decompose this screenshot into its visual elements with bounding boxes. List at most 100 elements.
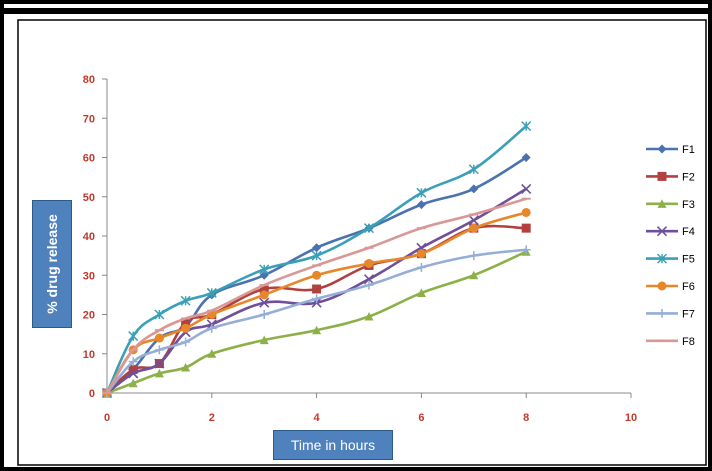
data-point (416, 187, 427, 198)
data-point (128, 368, 139, 379)
legend-entry-f7: F7 (646, 308, 695, 320)
data-point (416, 200, 426, 210)
series-f5 (101, 121, 532, 399)
data-point (259, 284, 269, 294)
y-tick-label: 40 (83, 231, 95, 243)
inner-border (17, 19, 707, 466)
legend-marker (657, 144, 667, 154)
legend-entry-f8: F8 (646, 336, 695, 348)
y-tick-label: 0 (89, 388, 95, 400)
data-point (259, 335, 269, 345)
data-point (154, 345, 164, 355)
data-point (469, 223, 479, 233)
data-point (469, 270, 479, 280)
y-tick-label: 50 (83, 192, 95, 204)
x-tick-label: 8 (523, 412, 529, 424)
legend-marker (657, 199, 667, 208)
legend-label: F1 (682, 144, 695, 156)
data-point (312, 325, 322, 335)
x-axis-label: Time in hours (273, 430, 393, 460)
x-tick-label: 2 (209, 412, 215, 424)
data-point (312, 284, 322, 294)
data-point (181, 362, 191, 372)
data-point (364, 258, 374, 268)
x-tick-label: 0 (104, 412, 110, 424)
data-point (154, 358, 165, 369)
data-point (521, 183, 532, 194)
data-point (469, 251, 479, 261)
y-tick-label: 80 (83, 74, 95, 86)
legend-entry-f3: F3 (646, 199, 695, 211)
data-point (180, 295, 191, 306)
data-point (207, 349, 217, 358)
data-point (416, 262, 426, 272)
data-point (363, 223, 375, 234)
data-point (312, 294, 322, 304)
legend-label: F6 (682, 281, 695, 293)
plot-area: 0 10 20 30 40 50 60 70 80 0 2 4 6 8 10 (83, 74, 637, 424)
data-point (312, 243, 322, 253)
data-point (363, 274, 375, 285)
x-tick-label: 4 (314, 412, 321, 424)
data-point (312, 270, 322, 280)
legend-marker (657, 308, 667, 318)
top-border-bar (0, 8, 712, 14)
legend-entry-f5: F5 (646, 253, 695, 266)
data-point (416, 288, 426, 297)
legend-marker (657, 171, 667, 181)
data-point (154, 333, 164, 343)
legend: F1 F2 F3 F4 F5 F6 F7 F8 (646, 144, 695, 348)
data-point (416, 249, 426, 259)
data-point (207, 323, 217, 333)
series-f3 (102, 247, 531, 398)
y-tick-label: 60 (83, 153, 95, 165)
data-point (521, 223, 531, 233)
legend-label: F2 (682, 171, 695, 183)
y-tick-label: 10 (83, 349, 95, 361)
data-point (128, 378, 138, 388)
data-point (259, 270, 269, 280)
data-point (154, 309, 165, 320)
data-point (154, 368, 164, 378)
y-tick-label: 70 (83, 113, 95, 125)
legend-entry-f4: F4 (646, 226, 695, 238)
data-point (469, 184, 479, 194)
legend-marker (656, 253, 668, 264)
x-tick-label: 6 (418, 412, 424, 424)
data-point (521, 153, 531, 162)
data-point (364, 280, 374, 290)
legend-label: F3 (682, 199, 695, 211)
data-point (521, 245, 531, 255)
legend-entry-f2: F2 (646, 171, 695, 183)
legend-entry-f1: F1 (646, 144, 695, 156)
data-point (521, 207, 531, 217)
legend-entry-f6: F6 (646, 281, 695, 293)
data-point (181, 337, 191, 347)
legend-label: F4 (682, 226, 695, 238)
legend-marker (656, 226, 668, 237)
series-f7 (102, 245, 531, 398)
data-point (468, 215, 479, 226)
data-point (364, 311, 374, 321)
series-f8 (102, 197, 531, 394)
y-tick-label: 20 (83, 310, 95, 322)
data-point (468, 164, 479, 175)
data-point (128, 364, 138, 374)
legend-label: F7 (682, 308, 695, 320)
legend-marker (657, 281, 667, 291)
data-point (521, 121, 532, 132)
x-axis-label-text: Time in hours (290, 437, 376, 453)
data-point (206, 287, 217, 298)
data-point (128, 357, 138, 367)
y-axis-label-text: % drug release (44, 214, 61, 314)
data-point (259, 290, 269, 300)
data-point (259, 297, 270, 308)
x-tick-label: 10 (625, 412, 637, 424)
data-point (128, 331, 139, 342)
legend-label: F5 (682, 254, 695, 266)
data-point (181, 323, 191, 333)
data-point (181, 317, 191, 327)
data-point (259, 264, 270, 275)
